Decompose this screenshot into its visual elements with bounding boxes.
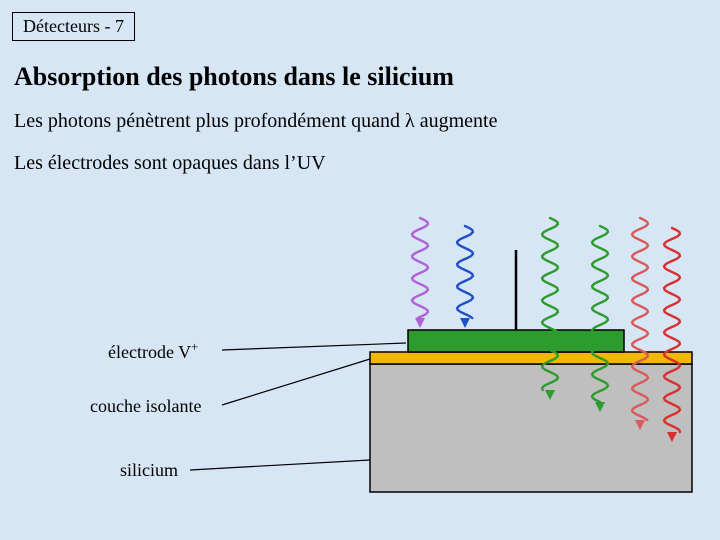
detector-diagram [0, 0, 720, 540]
